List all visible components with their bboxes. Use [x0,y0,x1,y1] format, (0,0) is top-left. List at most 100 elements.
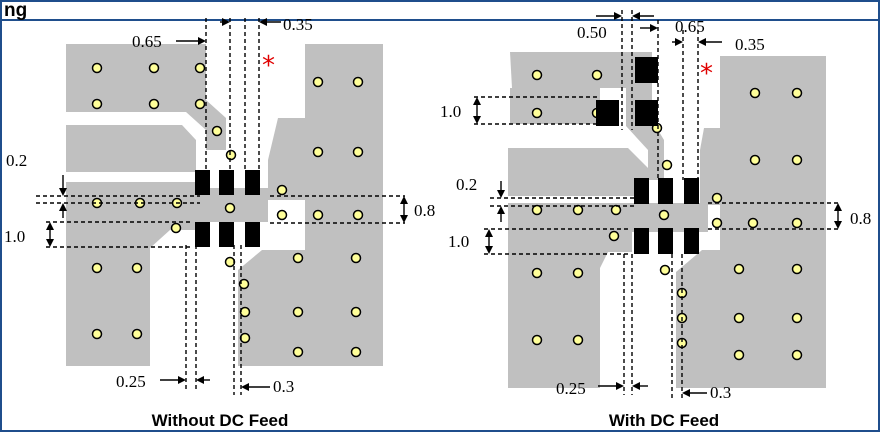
via [350,346,362,358]
pad [658,228,673,254]
dim-label: 0.8 [414,201,435,220]
left-arrows [46,18,408,391]
via [531,334,543,346]
via [211,125,223,137]
dim-label: 0.65 [132,32,162,51]
left-layout: 0.65 0.35 0.2 1.0 0.8 0.25 0.3 * Without… [4,15,435,430]
via [225,149,237,161]
via [312,146,324,158]
pad [219,222,234,247]
caption-left: Without DC Feed [152,411,289,430]
pad [596,100,619,126]
via [661,159,673,171]
left-dimension-lines [36,18,405,395]
via [352,146,364,158]
dim-label: 0.65 [675,17,705,36]
via [791,312,803,324]
pad [684,228,699,254]
asterisk-marker: * [262,51,275,81]
via [224,256,236,268]
pad [634,178,649,204]
via [312,209,324,221]
pad [195,170,210,195]
via [531,204,543,216]
via [170,222,182,234]
dim-label: 0.8 [850,209,871,228]
via [749,87,761,99]
right-arrows [473,12,842,397]
right-vias [531,69,803,361]
via [572,267,584,279]
via [658,209,670,221]
via [591,69,603,81]
dim-label: 0.2 [6,151,27,170]
via [224,202,236,214]
via [148,62,160,74]
via [292,306,304,318]
dim-label: 1.0 [440,102,461,121]
caption-right: With DC Feed [609,411,719,430]
header-title: ng [4,0,27,21]
via [350,306,362,318]
via [531,69,543,81]
via [610,204,622,216]
dim-label: 1.0 [4,227,25,246]
via [194,62,206,74]
via [352,209,364,221]
dim-label: 0.35 [735,35,765,54]
dim-label: 0.25 [116,372,146,391]
right-layout: 0.50 0.65 0.35 1.0 0.2 1.0 0.8 0.25 0.3 … [440,10,871,430]
via [91,98,103,110]
pad [219,170,234,195]
via [531,107,543,119]
left-copper [66,44,383,366]
via [791,154,803,166]
dim-label: 0.3 [273,377,294,396]
dim-label: 0.25 [556,379,586,398]
left-vias [91,62,364,358]
via [352,76,364,88]
via [131,262,143,274]
via [733,349,745,361]
pad [245,222,260,247]
pad [635,57,658,83]
via [350,252,362,264]
via [312,76,324,88]
via [733,263,745,275]
via [749,154,761,166]
right-pads [596,57,699,254]
via [747,217,759,229]
dim-label: 0.50 [577,23,607,42]
pad [684,178,699,204]
pad [245,170,260,195]
dim-label: 0.35 [283,15,313,34]
via [791,87,803,99]
via [276,184,288,196]
via [194,98,206,110]
via [292,252,304,264]
via [733,312,745,324]
via [791,349,803,361]
left-pads [195,170,260,247]
pad [634,228,649,254]
via [91,328,103,340]
via [608,230,620,242]
asterisk-marker: * [700,59,713,89]
via [276,209,288,221]
dim-label: 1.0 [448,232,469,251]
via [659,264,671,276]
via [239,332,251,344]
via [238,278,250,290]
right-copper [508,52,826,388]
via [131,328,143,340]
via [791,217,803,229]
via [531,267,543,279]
via [711,192,723,204]
via [148,98,160,110]
pad [635,100,658,126]
via [292,346,304,358]
via [239,306,251,318]
dim-label: 0.3 [710,383,731,402]
